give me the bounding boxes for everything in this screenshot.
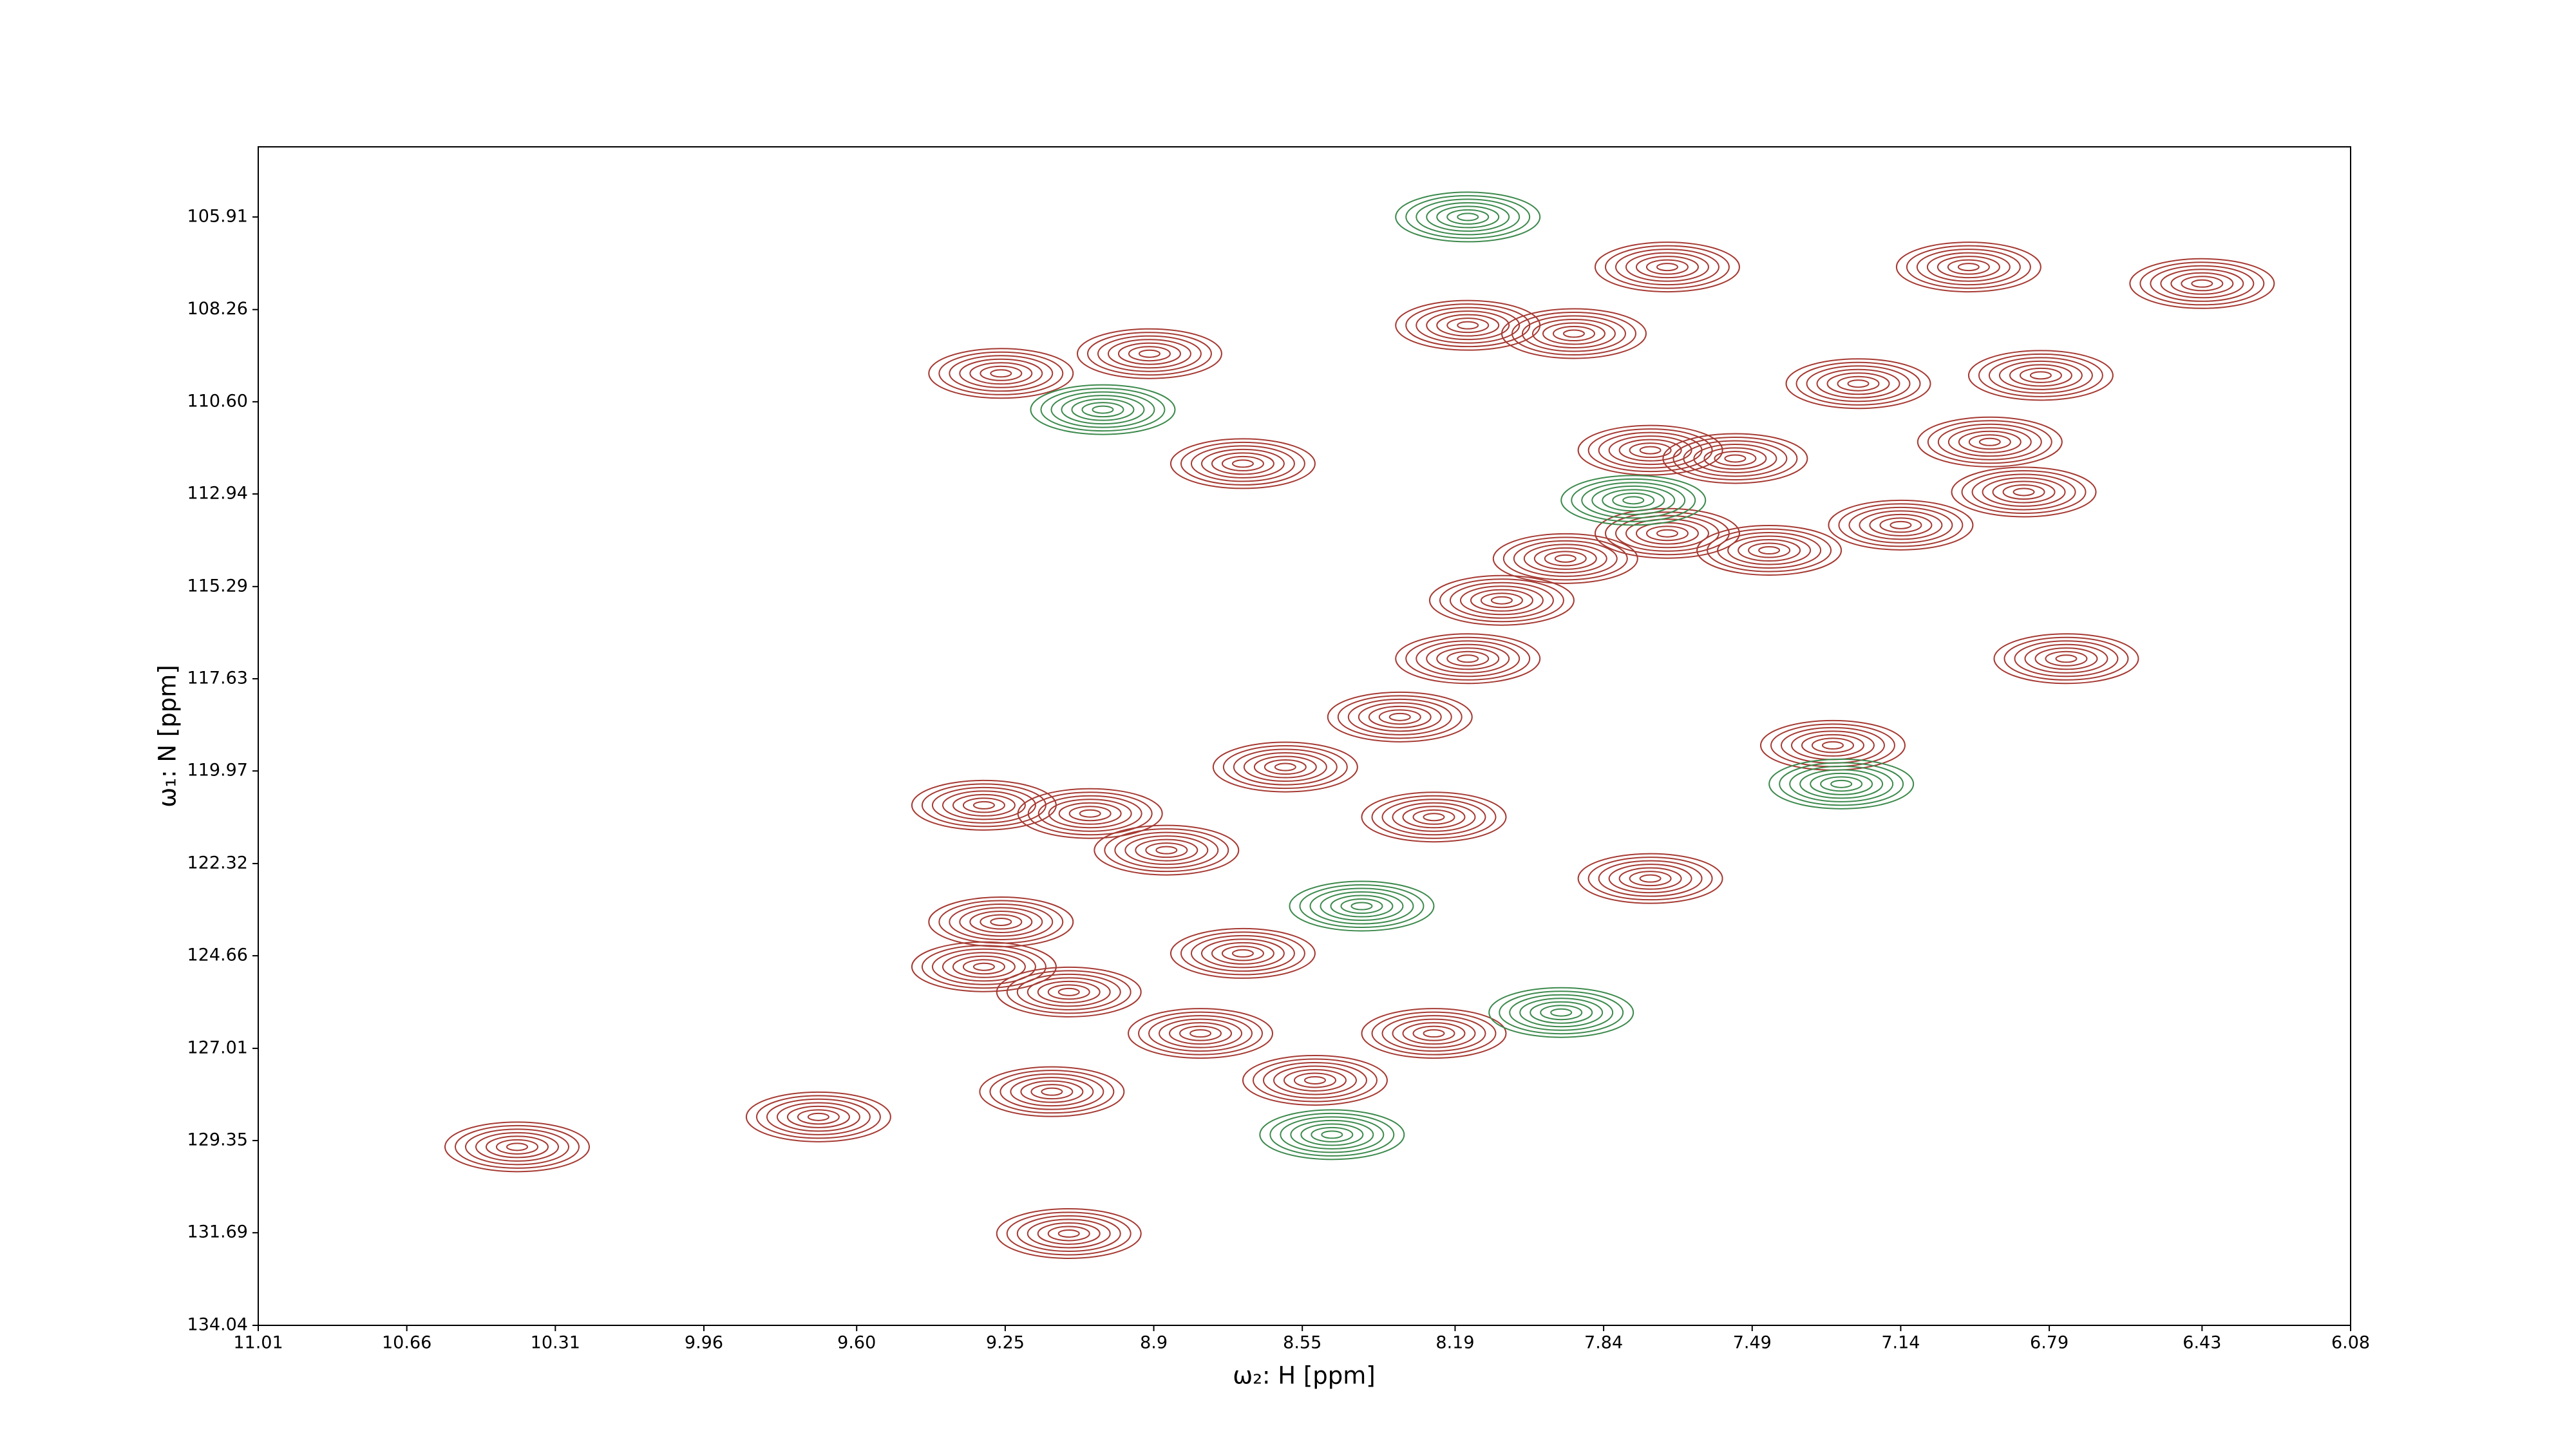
y-tick-label: 119.97 [187,761,248,781]
y-axis-label: ω₁: N [ppm] [154,665,182,807]
peak-contour [1828,499,1974,551]
peak-contour [928,896,1074,947]
x-tick-label: 7.49 [1733,1333,1772,1353]
x-tick-label: 8.9 [1140,1333,1168,1353]
x-tick-label: 8.19 [1435,1333,1474,1353]
peak-contour [1594,242,1740,293]
x-tick-label: 9.96 [685,1333,723,1353]
peak-contour [911,941,1057,992]
x-tick-label: 9.60 [837,1333,876,1353]
peak-contour [1488,987,1634,1038]
peak-contour [1170,438,1316,489]
peak-contour [911,779,1057,831]
x-tick-label: 9.25 [986,1333,1025,1353]
y-tick-label: 129.35 [187,1130,248,1150]
x-tick-label: 11.01 [233,1333,283,1353]
peak-contour [1242,1054,1388,1106]
peak-contour [1917,416,2063,468]
peak-contour [1327,691,1473,743]
peak-contour [1967,350,2114,401]
peak-contour [1212,741,1358,793]
peak-contour [979,1066,1125,1117]
y-tick-label: 105.91 [187,206,248,226]
x-tick-label: 6.43 [2183,1333,2221,1353]
peak-contour [1577,853,1723,904]
peak-contour [1662,433,1808,484]
x-tick-label: 6.08 [2331,1333,2370,1353]
peak-contour [1696,525,1842,576]
x-tick-label: 7.84 [1584,1333,1623,1353]
peak-contour [1128,1008,1274,1059]
peak-contour [1895,242,2041,293]
peak-contour [1492,533,1638,584]
y-tick-label: 112.94 [187,484,248,504]
peak-contour [1768,758,1915,810]
x-tick-label: 10.66 [382,1333,431,1353]
peak-contour [1594,507,1740,559]
peak-contour [1759,719,1906,771]
x-tick-label: 10.31 [531,1333,580,1353]
y-tick-label: 127.01 [187,1037,248,1057]
peak-contour [1361,791,1507,843]
x-axis-label: ω₂: H [ppm] [1233,1362,1376,1390]
peak-contour [1017,788,1163,839]
y-tick-label: 117.63 [187,668,248,688]
y-tick-label: 134.04 [187,1315,248,1335]
y-tick-label: 108.26 [187,299,248,319]
peak-contour [1259,1109,1405,1160]
peak-contour [1094,824,1240,876]
peak-contour [1501,308,1647,359]
peak-contour [1560,475,1707,526]
x-tick-label: 8.55 [1283,1333,1321,1353]
peak-contour [996,966,1142,1018]
peak-contour [1785,358,1931,410]
y-tick-label: 124.66 [187,945,248,965]
peak-contour [1395,299,1541,351]
peak-contour [1993,633,2139,685]
x-tick-label: 7.14 [1881,1333,1920,1353]
y-tick-label: 122.32 [187,853,248,873]
peak-contour [996,1208,1142,1259]
peak-contour [1076,328,1222,379]
y-tick-label: 131.69 [187,1222,248,1242]
peak-contour [1951,466,2097,518]
peak-contour [1428,574,1575,626]
peak-contour [1030,384,1176,435]
peak-contour [1395,633,1541,685]
x-tick-label: 6.79 [2030,1333,2069,1353]
peak-contour [1289,880,1435,932]
peak-contour [1361,1008,1507,1059]
peak-contour [745,1091,891,1142]
y-tick-label: 110.60 [187,391,248,411]
peak-contour [1170,927,1316,979]
peak-contour [444,1121,591,1173]
plot-frame [258,146,2351,1326]
peak-contour [2129,258,2275,309]
peak-contour [928,348,1074,399]
peak-contour [1395,191,1541,243]
y-tick-label: 115.29 [187,576,248,596]
